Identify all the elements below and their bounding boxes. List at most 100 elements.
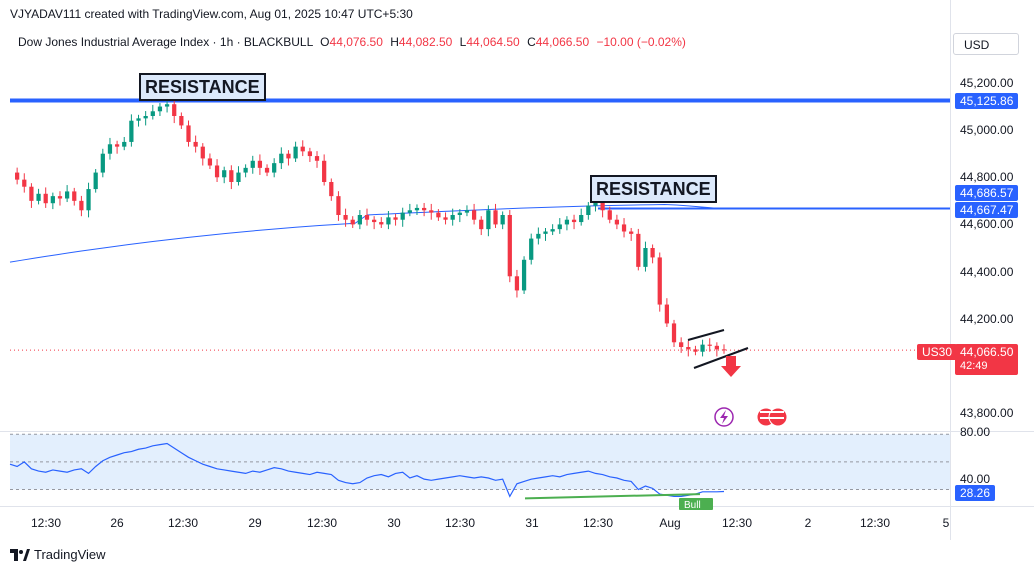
candle-body (564, 219, 570, 225)
time-tick-label: 2 (804, 516, 812, 530)
candle-body (557, 224, 562, 230)
close-label: C (527, 35, 536, 49)
candle-body (379, 222, 384, 225)
candle-body (357, 215, 362, 225)
candle-body (700, 344, 705, 352)
candle-body (15, 172, 20, 180)
price-tick-label: 45,000.00 (960, 123, 1014, 138)
candle-body (279, 153, 284, 164)
candle-body (536, 233, 541, 239)
candle-body (43, 193, 48, 204)
candle-body (222, 170, 227, 178)
rsi-line (9, 442, 725, 498)
candle-body (229, 170, 234, 182)
candle-body (636, 233, 641, 267)
bull-label: Bull (684, 500, 701, 511)
candle-body (50, 196, 55, 204)
candle-body (114, 144, 120, 147)
candle-body (657, 257, 662, 305)
candle-body (671, 323, 677, 343)
candle-body (264, 167, 270, 173)
candle-body (207, 158, 213, 166)
rsi-tick-40: 40.00 (960, 472, 991, 486)
candle-body (72, 191, 77, 201)
candle-body (36, 193, 41, 201)
candle-body (200, 146, 205, 159)
price-tick-label: 45,200.00 (960, 76, 1014, 90)
tradingview-logo[interactable]: TradingView (10, 547, 106, 562)
candle-body (157, 106, 163, 112)
candle-body (22, 179, 27, 187)
flag-lower-line (693, 347, 749, 369)
candle-body (607, 210, 612, 220)
flag-stripe (772, 411, 784, 413)
candle-body (486, 210, 491, 230)
flag-stripe (772, 417, 784, 419)
candle-body (293, 146, 298, 159)
candle-body (529, 238, 534, 260)
candle-body (614, 219, 620, 225)
candle-body (514, 276, 520, 291)
candle-body (664, 304, 670, 324)
candle-body (257, 160, 263, 168)
candle-body (179, 116, 184, 126)
candle-body (679, 342, 684, 347)
candle-body (450, 215, 455, 220)
candle-body (550, 229, 555, 232)
high-value: 44,082.50 (398, 35, 453, 49)
rsi-tick-80: 80.00 (960, 425, 991, 439)
candle-body (686, 347, 691, 350)
symbol-legend: Dow Jones Industrial Average Index · 1h … (18, 35, 686, 49)
low-value: 44,064.50 (466, 35, 520, 49)
candle-body (386, 217, 391, 225)
time-tick-label: 30 (387, 516, 401, 530)
price-tick-label: 44,200.00 (960, 311, 1014, 326)
bullish-divergence-line (524, 493, 701, 500)
moving-average-price-tag: 44,686.57 (955, 185, 1019, 201)
close-value: 44,066.50 (535, 35, 590, 49)
candle-body (236, 172, 241, 182)
candle-body (86, 189, 91, 211)
candle-body (214, 165, 220, 178)
candle-body (457, 212, 462, 215)
down-arrow-icon (721, 356, 741, 377)
time-tick-label: 29 (248, 516, 262, 530)
candle-body (393, 217, 398, 220)
time-tick-label: 12:30 (306, 516, 338, 530)
tradingview-logo-text: TradingView (34, 547, 106, 562)
candle-body (64, 191, 70, 199)
resistance-annotation-2: RESISTANCE (590, 175, 717, 203)
time-tick-label: 12:30 (582, 516, 614, 530)
current-price-tag: 44,066.50 42:49 (955, 344, 1019, 375)
candle-body (250, 160, 255, 168)
candle-body (493, 210, 498, 225)
time-tick-label: 12:30 (721, 516, 753, 530)
candle-body (436, 212, 441, 218)
candle-body (707, 344, 712, 346)
candle-body (286, 153, 291, 159)
candle-body (150, 111, 155, 116)
time-tick-label: 12:30 (167, 516, 199, 530)
candle-body (693, 349, 698, 352)
candle-body (400, 212, 405, 220)
currency-button[interactable]: USD (953, 33, 1019, 55)
candle-body (521, 259, 527, 291)
open-value: 44,076.50 (329, 35, 383, 49)
flag-upper-line (687, 329, 725, 341)
price-tick-label: 44,800.00 (960, 170, 1014, 185)
candle-body (650, 248, 655, 258)
candle-body (621, 224, 627, 232)
candle-body (100, 153, 105, 173)
candle-body (243, 167, 248, 173)
price-tick-label: 44,600.00 (960, 217, 1014, 232)
candle-body (629, 231, 634, 234)
symbol-tag: US30 (917, 344, 958, 360)
candle-body (350, 219, 355, 225)
candle-body (372, 219, 377, 223)
candle-body (143, 116, 148, 119)
pane-divider[interactable] (0, 431, 1034, 432)
time-tick-label: 26 (110, 516, 124, 530)
candle-body (714, 345, 719, 350)
price-tick-label: 44,400.00 (960, 264, 1014, 279)
